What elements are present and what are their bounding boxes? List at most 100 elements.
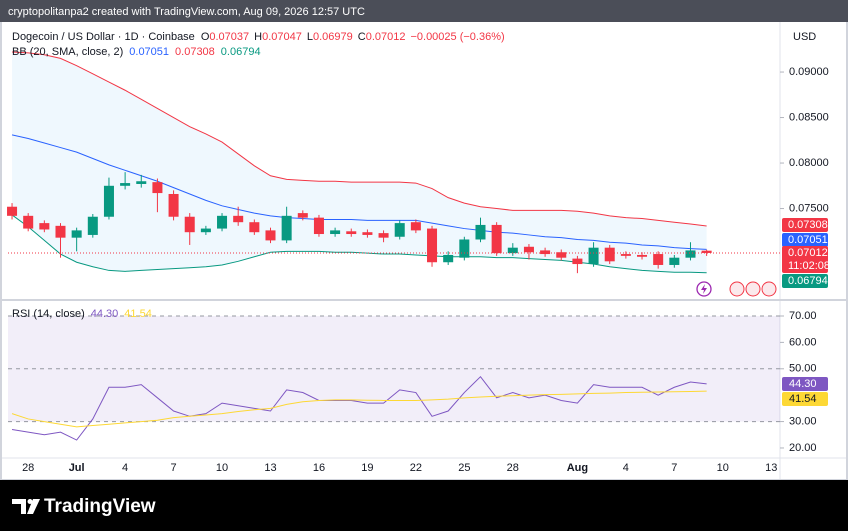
x-tick-label: 28 [22, 462, 34, 474]
brand: TradingView [44, 496, 156, 517]
candle-body [620, 254, 631, 256]
price-label: 0.06794 [788, 275, 828, 287]
y-tick-label: 30.00 [789, 415, 817, 427]
y-tick-label: 0.09000 [789, 66, 829, 78]
candle-body [556, 252, 567, 258]
candle-body [23, 215, 34, 229]
legend-title: Dogecoin / US Dollar · 1D · Coinbase [12, 31, 195, 43]
candle-body [233, 215, 244, 223]
candle-body [637, 254, 648, 257]
event-icon [761, 281, 777, 297]
candle-body [669, 257, 680, 265]
x-tick-label: 28 [507, 462, 519, 474]
candle-body [71, 230, 82, 238]
candle-body [701, 250, 712, 253]
rsi-label-box [782, 392, 828, 406]
x-tick-label: 25 [458, 462, 470, 474]
candle-body [523, 246, 534, 253]
candle-body [378, 233, 389, 238]
price-label-box [782, 233, 828, 247]
indicator-value: 0.07051 [129, 46, 169, 58]
x-tick-label: 10 [216, 462, 228, 474]
ohlc-value: 0.07012 [366, 31, 406, 43]
candle-body [346, 231, 357, 235]
legend-line: RSI (14, close) 44.30 41.54 [12, 308, 152, 320]
candle-body [604, 247, 615, 262]
bb-line [12, 51, 707, 227]
alert-bolt [701, 284, 707, 294]
price-label-box [782, 274, 828, 288]
candle-body [152, 182, 163, 194]
x-tick-label: 7 [671, 462, 677, 474]
candle-body [540, 250, 551, 255]
chart-area [2, 22, 846, 479]
event-icon [729, 281, 745, 297]
y-tick-label: 50.00 [789, 363, 817, 375]
candle-body [313, 217, 324, 235]
price-label-box [782, 218, 828, 232]
candle-body [362, 232, 373, 235]
plot: 0.09000 0.08500 0.08000 0.07500 0.07308 0.070… [7, 31, 830, 474]
candle-body [168, 193, 179, 217]
x-tick-label: 7 [171, 462, 177, 474]
candle-body [653, 254, 664, 265]
candle-body [330, 230, 341, 235]
x-tick-label: 10 [717, 462, 729, 474]
candle-body [249, 222, 260, 233]
candle-body [39, 223, 50, 230]
candle-body [136, 181, 147, 184]
rsi-label: 44.30 [789, 378, 817, 390]
header-text: cryptopolitanpa2 created with TradingVie… [8, 6, 365, 18]
candle-body [588, 247, 599, 265]
candle-body [427, 228, 438, 263]
x-tick-label: 19 [361, 462, 373, 474]
price-label: 0.07012 [788, 247, 828, 259]
event-icon [745, 281, 761, 297]
candle-body [87, 216, 98, 235]
indicator-value: 0.07308 [175, 46, 215, 58]
countdown: 11:02:08 [788, 260, 830, 272]
x-tick-label: 4 [122, 462, 128, 474]
rsi-label-box [782, 377, 828, 391]
candle-body [103, 185, 114, 217]
legend-line: Dogecoin / US Dollar · 1D · Coinbase O0.0… [12, 31, 505, 43]
candle-body [507, 247, 518, 254]
candle-body [297, 213, 308, 218]
y-tick-label: 70.00 [789, 310, 817, 322]
y-tick-label: 0.08500 [789, 111, 829, 123]
y-tick-label: 0.07500 [789, 202, 829, 214]
logo-dot [27, 499, 33, 504]
candle-body [443, 254, 454, 263]
footer [0, 480, 848, 531]
candle-body [281, 215, 292, 241]
candle-body [685, 250, 696, 258]
candle-body [394, 223, 405, 237]
indicator-value: 44.30 [91, 308, 119, 320]
y-tick-label: 20.00 [789, 442, 817, 454]
candle-body [184, 216, 195, 233]
candle-body [120, 183, 131, 186]
ohlc-value: 0.07047 [262, 31, 302, 43]
x-tick-label: 22 [410, 462, 422, 474]
header-bar [0, 0, 848, 22]
candle-body [459, 239, 470, 258]
candle-body [217, 215, 228, 229]
logo-mark [27, 499, 40, 514]
legend-line: BB (20, SMA, close, 2) 0.07051 0.07308 0.06… [12, 46, 261, 58]
candle-body [7, 206, 18, 216]
candle-body [475, 224, 486, 240]
candle-body [410, 222, 421, 231]
x-tick-label: 16 [313, 462, 325, 474]
bb-line [11, 134, 707, 250]
candle-body [491, 224, 502, 254]
rsi-line [11, 390, 707, 428]
x-tick-label: 13 [765, 462, 777, 474]
candle-body [265, 230, 276, 241]
indicator-name: BB (20, SMA, close, 2) [12, 46, 123, 58]
indicator-value: 41.54 [124, 308, 152, 320]
price-label: 0.07051 [788, 234, 828, 246]
rsi-label: 41.54 [789, 393, 817, 405]
ohlc-letter: C [358, 31, 366, 43]
x-tick-label: Aug [567, 462, 588, 474]
